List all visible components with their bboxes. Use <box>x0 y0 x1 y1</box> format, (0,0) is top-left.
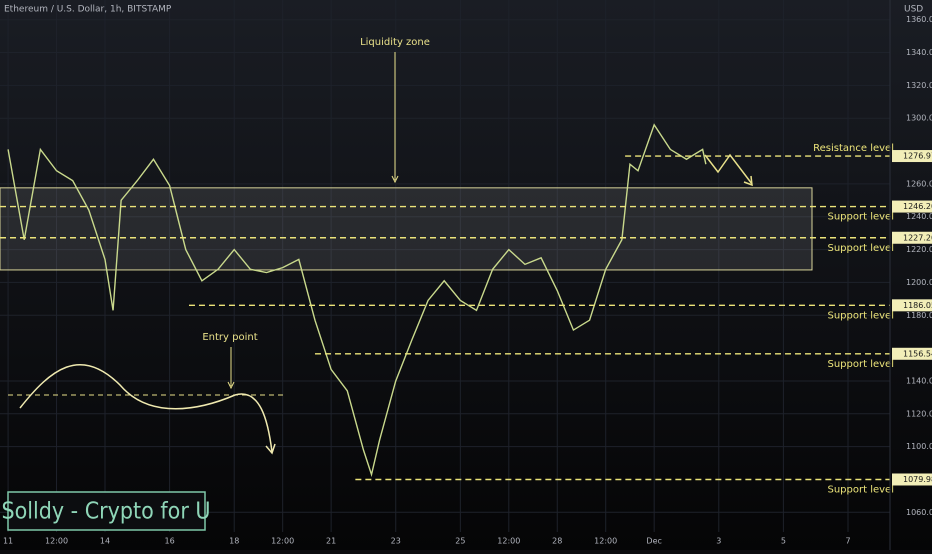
x-tick-label: 5 <box>781 537 786 546</box>
liquidity-zone <box>0 187 813 271</box>
x-tick-label: 12:00 <box>497 537 520 546</box>
y-axis-label: USD <box>904 5 923 15</box>
forecast-arrowhead <box>743 175 753 187</box>
price-tag <box>892 299 932 312</box>
y-tick-label: 1260.00 <box>906 179 932 188</box>
watermark-box <box>7 491 206 531</box>
zone-label: Liquidity zone <box>360 37 430 48</box>
zone-layer <box>0 187 813 271</box>
x-tick-label: Dec <box>646 537 661 546</box>
y-tick-label: 1300.00 <box>906 114 932 123</box>
price-tag <box>892 473 932 486</box>
y-tick-label: 1140.00 <box>906 376 932 385</box>
y-tick-label: 1320.00 <box>906 81 932 90</box>
price-tag <box>892 231 932 244</box>
price-tag <box>892 150 932 163</box>
x-tick-label: 25 <box>455 537 465 546</box>
x-tick-label: 28 <box>552 537 562 546</box>
x-tick-label: 14 <box>100 537 110 546</box>
price-tag-label: 1246.20 <box>903 202 932 211</box>
x-tick-label: 12:00 <box>45 537 68 546</box>
x-tick-label: 7 <box>845 537 850 546</box>
y-tick-label: 1220.00 <box>906 245 932 254</box>
y-tick-label: 1200.00 <box>906 278 932 287</box>
price-tag-label: 1227.20 <box>903 233 932 242</box>
y-tick-label: 1240.00 <box>906 212 932 221</box>
x-tick-label: 21 <box>326 537 336 546</box>
level-label: Support level <box>828 484 895 495</box>
scenario-curve <box>19 363 273 453</box>
price-tag <box>892 200 932 213</box>
price-tag-label: 1156.54 <box>903 349 932 358</box>
price-tag-label: 1079.98 <box>903 475 932 484</box>
entry-label: Entry point <box>202 332 257 343</box>
price-tag-label: 1186.05 <box>903 301 932 310</box>
y-tick-label: 1100.00 <box>906 442 932 451</box>
x-tick-label: 23 <box>391 537 401 546</box>
price-tag <box>892 347 932 360</box>
y-tick-label: 1360.00 <box>906 15 932 24</box>
entry-arrowhead <box>227 381 235 390</box>
levels: Resistance level 1276.97 Support level 1246… <box>0 143 932 495</box>
y-tick-label: 1180.00 <box>906 311 932 320</box>
watermark: Solldy - Crypto for U <box>1 499 210 525</box>
x-tick-label: 16 <box>165 537 175 546</box>
price-line <box>7 123 707 478</box>
chart-title: Ethereum / U.S. Dollar, 1h, BITSTAMP <box>4 5 172 15</box>
x-tick-label: 12:00 <box>271 537 294 546</box>
level-label: Resistance level <box>813 143 894 154</box>
zone-arrowhead <box>391 175 399 184</box>
x-tick-label: 18 <box>229 537 239 546</box>
level-label: Support level <box>828 359 895 370</box>
level-label: Support level <box>828 243 895 254</box>
grid <box>0 0 890 532</box>
y-tick-label: 1340.00 <box>906 48 932 57</box>
level-label: Support level <box>828 212 895 223</box>
level-label: Support level <box>828 310 895 321</box>
plot <box>7 123 707 478</box>
y-tick-label: 1060.00 <box>906 508 932 517</box>
x-tick-label: 12:00 <box>594 537 617 546</box>
forecast-zigzag <box>704 153 753 185</box>
price-tag-label: 1276.97 <box>903 152 932 161</box>
y-tick-label: 1120.00 <box>906 409 932 418</box>
x-tick-label: 11 <box>3 537 13 546</box>
scenario-arrowhead <box>265 443 276 455</box>
x-tick-label: 3 <box>716 537 721 546</box>
